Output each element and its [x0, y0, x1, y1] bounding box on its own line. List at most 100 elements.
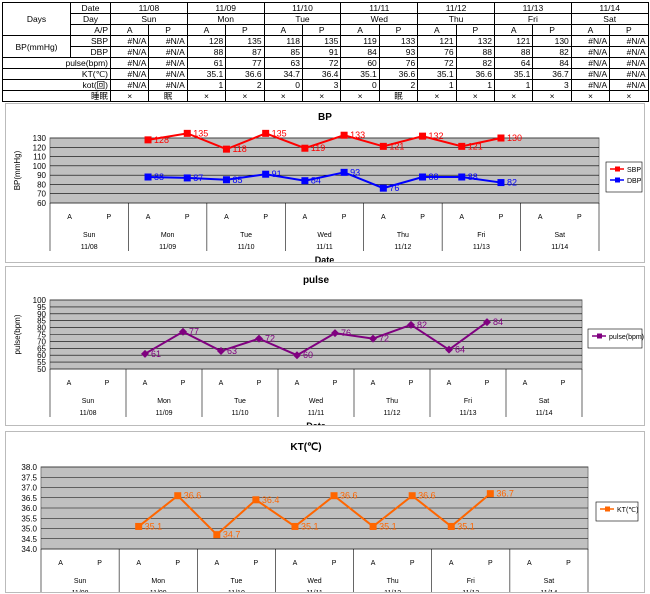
- x-date-label: 11/12: [384, 590, 401, 592]
- kt-cell: 36.6: [378, 68, 419, 80]
- data-label: 93: [350, 167, 360, 177]
- data-label: 130: [507, 133, 522, 143]
- y-tick-label: 35.0: [21, 525, 37, 534]
- x-day-label: Tue: [230, 578, 242, 585]
- data-point: [183, 174, 191, 182]
- y-tick-label: 60: [37, 199, 46, 208]
- dbp-cell: #N/A: [570, 46, 611, 58]
- dbp-cell: 88: [493, 46, 534, 58]
- data-point: [255, 334, 263, 343]
- x-day-label: Thu: [386, 398, 398, 405]
- data-point: [379, 184, 387, 192]
- kot-cell: 3: [532, 79, 572, 91]
- kot-cell: #N/A: [109, 79, 150, 91]
- sleep-cell: ×: [417, 90, 457, 102]
- x-ap-label: P: [332, 560, 337, 567]
- kt-cell: 35.1: [186, 68, 227, 80]
- x-ap-label: A: [459, 214, 464, 221]
- data-point: [252, 496, 260, 504]
- data-point: [379, 142, 387, 150]
- data-label: 128: [154, 135, 169, 145]
- data-label: 60: [303, 350, 313, 360]
- pulse-label: pulse(bpm): [2, 57, 111, 69]
- kt-cell: 36.4: [301, 68, 342, 80]
- sbp-cell: 121: [493, 35, 534, 47]
- kot-cell: #N/A: [609, 79, 649, 91]
- data-point: [497, 179, 505, 187]
- y-tick-label: 34.0: [21, 545, 37, 554]
- chart-title: KT(℃): [290, 442, 321, 453]
- sleep-cell: ×: [340, 90, 380, 102]
- x-day-label: Wed: [307, 578, 321, 585]
- x-day-label: Mon: [161, 232, 175, 239]
- date-cell: 11/09: [186, 2, 265, 14]
- kot-cell: 1: [493, 79, 534, 91]
- kt-cell: #N/A: [109, 68, 150, 80]
- sbp-cell: 121: [417, 35, 457, 47]
- kt-cell: #N/A: [148, 68, 188, 80]
- y-tick-label: 60: [37, 351, 46, 360]
- ap-cell: P: [225, 24, 265, 36]
- pulse-chart: pulse50556065707580859095100pulse(bpm)Su…: [13, 275, 644, 425]
- x-ap-label: P: [105, 380, 110, 387]
- pulse-cell: 61: [186, 57, 227, 69]
- table-row-dates: Days Date 11/08 11/09 11/10 11/11 11/12 …: [2, 2, 649, 36]
- y-tick-label: 100: [33, 296, 47, 305]
- x-ap-label: A: [303, 214, 308, 221]
- data-point: [497, 134, 505, 142]
- ap-cell: A: [417, 24, 457, 36]
- pulse-cell: 63: [263, 57, 303, 69]
- x-ap-label: A: [224, 214, 229, 221]
- x-date-label: 11/08: [72, 590, 89, 592]
- sleep-cell: ×: [301, 90, 342, 102]
- series-line-KT(℃): [138, 492, 491, 537]
- y-tick-label: 35.5: [21, 514, 37, 523]
- x-day-label: Thu: [387, 578, 399, 585]
- dbp-label: DBP: [70, 46, 111, 58]
- y-axis-label: BP(mmHg): [13, 150, 22, 190]
- dbp-cell: 82: [532, 46, 572, 58]
- day-cell: Mon: [186, 13, 265, 25]
- sbp-cell: 130: [532, 35, 572, 47]
- legend-label: pulse(bpm): [609, 334, 644, 341]
- data-point: [483, 318, 491, 327]
- x-axis-label: Date: [306, 421, 326, 425]
- bp-chart: BP60708090100110120130BP(mmHg)Sun11/08Mo…: [13, 112, 643, 262]
- sleep-cell: ×: [263, 90, 303, 102]
- x-ap-label: A: [447, 380, 452, 387]
- data-point: [291, 522, 299, 530]
- data-point: [301, 177, 309, 185]
- x-ap-label: A: [295, 380, 300, 387]
- data-point: [293, 351, 301, 360]
- data-label: 88: [154, 172, 164, 182]
- y-tick-label: 85: [37, 317, 46, 326]
- pulse-chart-panel: pulse 50 55 60 65 70 75 80 85 90 95 100 pulse(bpm) Su…: [5, 266, 645, 426]
- sbp-cell: 118: [263, 35, 303, 47]
- dbp-cell: 76: [417, 46, 457, 58]
- y-tick-label: 70: [37, 337, 46, 346]
- x-ap-label: A: [381, 214, 386, 221]
- sbp-cell: 135: [301, 35, 342, 47]
- data-label: 35.1: [301, 521, 319, 531]
- data-point: [222, 145, 230, 153]
- sbp-cell: #N/A: [109, 35, 150, 47]
- sbp-cell: #N/A: [609, 35, 649, 47]
- data-label: 76: [389, 183, 399, 193]
- x-date-label: 11/11: [308, 410, 325, 417]
- data-point: [447, 522, 455, 530]
- x-day-label: Fri: [477, 232, 486, 239]
- y-axis-label: pulse(bpm): [13, 314, 22, 354]
- dbp-cell: #N/A: [148, 46, 188, 58]
- ap-cell: P: [532, 24, 572, 36]
- data-point: [408, 492, 416, 500]
- legend-marker: [615, 177, 620, 183]
- x-day-label: Sat: [544, 578, 555, 585]
- data-point: [179, 327, 187, 336]
- x-ap-label: P: [561, 380, 566, 387]
- x-date-label: 11/14: [536, 410, 553, 417]
- x-date-label: 11/14: [540, 590, 557, 592]
- dbp-cell: 88: [455, 46, 495, 58]
- kt-cell: 35.1: [417, 68, 457, 80]
- sleep-label: 睡眠: [2, 90, 111, 102]
- pulse-cell: 77: [225, 57, 265, 69]
